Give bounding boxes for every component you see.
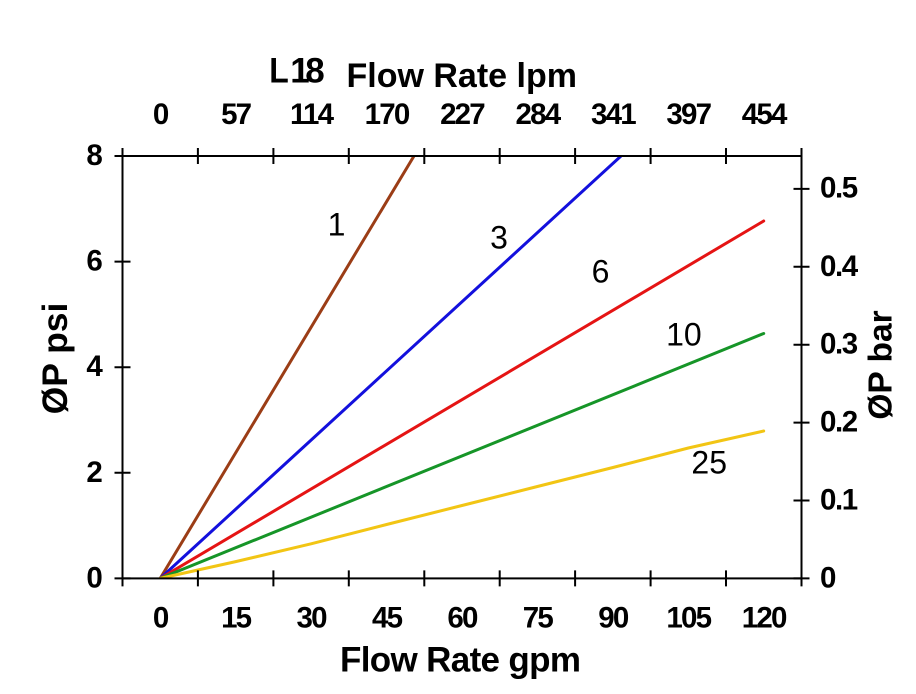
svg-text:Flow Rate gpm: Flow Rate gpm bbox=[340, 641, 581, 680]
svg-text:30: 30 bbox=[296, 601, 327, 634]
svg-text:90: 90 bbox=[598, 601, 629, 634]
svg-text:0.2: 0.2 bbox=[820, 406, 858, 439]
svg-text:120: 120 bbox=[742, 601, 787, 634]
svg-text:0: 0 bbox=[153, 601, 169, 634]
svg-text:25: 25 bbox=[691, 444, 727, 480]
svg-text:45: 45 bbox=[372, 601, 403, 634]
svg-text:1: 1 bbox=[328, 206, 346, 242]
svg-text:454: 454 bbox=[742, 98, 788, 131]
svg-text:0.3: 0.3 bbox=[820, 328, 858, 361]
svg-text:6: 6 bbox=[86, 245, 102, 278]
svg-text:8: 8 bbox=[305, 51, 324, 90]
svg-text:1: 1 bbox=[290, 51, 309, 90]
svg-text:397: 397 bbox=[666, 98, 711, 131]
svg-text:3: 3 bbox=[490, 220, 508, 256]
svg-text:0: 0 bbox=[86, 561, 102, 594]
svg-text:ØP psi: ØP psi bbox=[35, 303, 75, 415]
svg-text:15: 15 bbox=[221, 601, 252, 634]
svg-text:8: 8 bbox=[86, 139, 102, 172]
svg-text:75: 75 bbox=[523, 601, 554, 634]
svg-text:2: 2 bbox=[86, 456, 102, 489]
svg-text:170: 170 bbox=[365, 98, 410, 131]
svg-text:4: 4 bbox=[86, 350, 103, 383]
svg-text:227: 227 bbox=[440, 98, 485, 131]
svg-text:0.5: 0.5 bbox=[820, 172, 858, 205]
svg-text:114: 114 bbox=[290, 98, 335, 131]
svg-text:57: 57 bbox=[221, 98, 252, 131]
svg-text:284: 284 bbox=[515, 98, 561, 131]
svg-text:0: 0 bbox=[820, 562, 836, 595]
svg-text:ØP bar: ØP bar bbox=[863, 310, 900, 419]
svg-text:Flow Rate lpm: Flow Rate lpm bbox=[347, 57, 577, 95]
svg-text:10: 10 bbox=[666, 316, 702, 352]
svg-text:L: L bbox=[269, 51, 289, 90]
svg-text:0.1: 0.1 bbox=[820, 484, 858, 517]
svg-text:0: 0 bbox=[153, 98, 169, 131]
svg-text:0.4: 0.4 bbox=[820, 250, 859, 283]
svg-text:6: 6 bbox=[592, 254, 610, 290]
svg-text:60: 60 bbox=[447, 601, 478, 634]
svg-text:105: 105 bbox=[666, 601, 711, 634]
svg-text:341: 341 bbox=[591, 98, 636, 131]
